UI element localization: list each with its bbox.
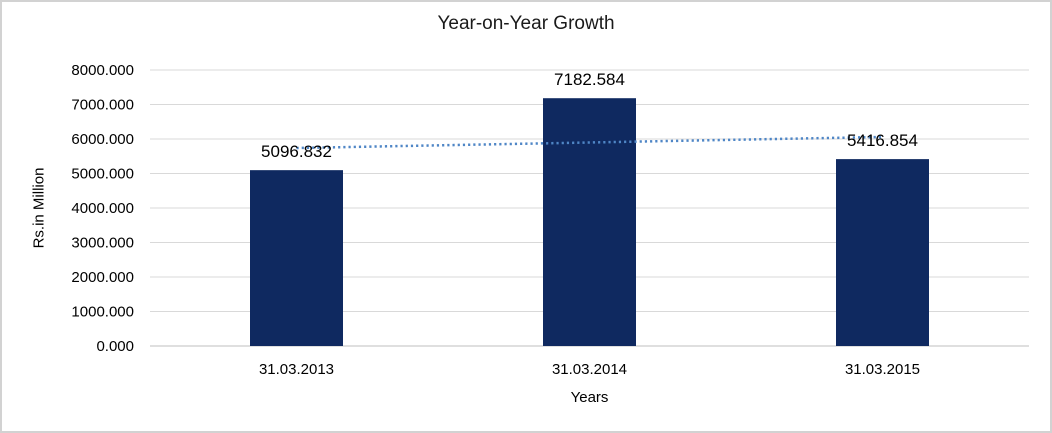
y-tick-label: 8000.000 bbox=[71, 62, 134, 79]
y-tick-label: 4000.000 bbox=[71, 200, 134, 217]
y-tick-label: 3000.000 bbox=[71, 235, 134, 252]
y-tick-label: 0.000 bbox=[96, 338, 134, 355]
category-label: 31.03.2013 bbox=[259, 361, 334, 378]
data-label: 5416.854 bbox=[847, 131, 918, 150]
trendline bbox=[296, 135, 883, 150]
bar bbox=[836, 159, 929, 346]
y-tick-label: 2000.000 bbox=[71, 269, 134, 286]
y-tick-label: 6000.000 bbox=[71, 131, 134, 148]
y-tick-label: 5000.000 bbox=[71, 166, 134, 183]
bar bbox=[250, 170, 343, 346]
data-label: 7182.584 bbox=[554, 70, 625, 89]
category-label: 31.03.2014 bbox=[552, 361, 627, 378]
chart-title: Year-on-Year Growth bbox=[437, 13, 615, 34]
data-label: 5096.832 bbox=[261, 142, 332, 161]
bar bbox=[543, 98, 636, 346]
y-tick-label: 7000.000 bbox=[71, 97, 134, 114]
category-label: 31.03.2015 bbox=[845, 361, 920, 378]
x-axis-title: Years bbox=[570, 389, 609, 406]
y-tick-label: 1000.000 bbox=[71, 304, 134, 321]
